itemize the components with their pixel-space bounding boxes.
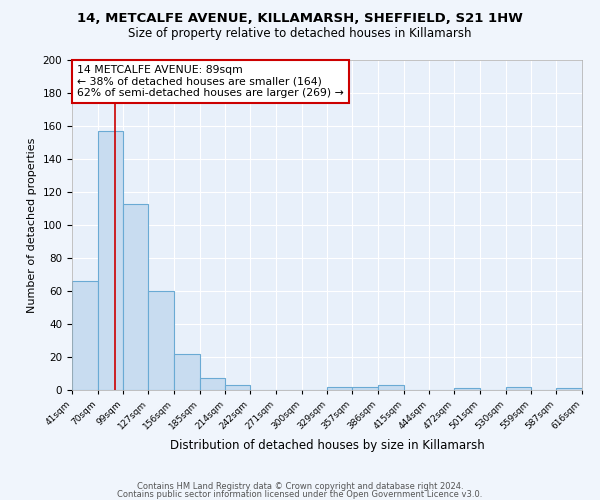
Bar xyxy=(226,385,250,390)
Text: 14 METCALFE AVENUE: 89sqm
← 38% of detached houses are smaller (164)
62% of semi: 14 METCALFE AVENUE: 89sqm ← 38% of detac… xyxy=(77,65,344,98)
Bar xyxy=(352,386,378,390)
Y-axis label: Number of detached properties: Number of detached properties xyxy=(27,138,37,312)
Bar xyxy=(174,354,200,390)
Bar xyxy=(124,204,148,390)
Text: Contains public sector information licensed under the Open Government Licence v3: Contains public sector information licen… xyxy=(118,490,482,499)
Bar xyxy=(506,386,532,390)
Text: Size of property relative to detached houses in Killamarsh: Size of property relative to detached ho… xyxy=(128,28,472,40)
Bar xyxy=(200,378,226,390)
Bar xyxy=(378,385,404,390)
Bar xyxy=(454,388,480,390)
Bar xyxy=(328,386,352,390)
Bar xyxy=(556,388,582,390)
Bar xyxy=(72,281,98,390)
Bar xyxy=(98,131,124,390)
Text: Contains HM Land Registry data © Crown copyright and database right 2024.: Contains HM Land Registry data © Crown c… xyxy=(137,482,463,491)
Bar xyxy=(148,291,174,390)
Text: 14, METCALFE AVENUE, KILLAMARSH, SHEFFIELD, S21 1HW: 14, METCALFE AVENUE, KILLAMARSH, SHEFFIE… xyxy=(77,12,523,26)
X-axis label: Distribution of detached houses by size in Killamarsh: Distribution of detached houses by size … xyxy=(170,440,484,452)
